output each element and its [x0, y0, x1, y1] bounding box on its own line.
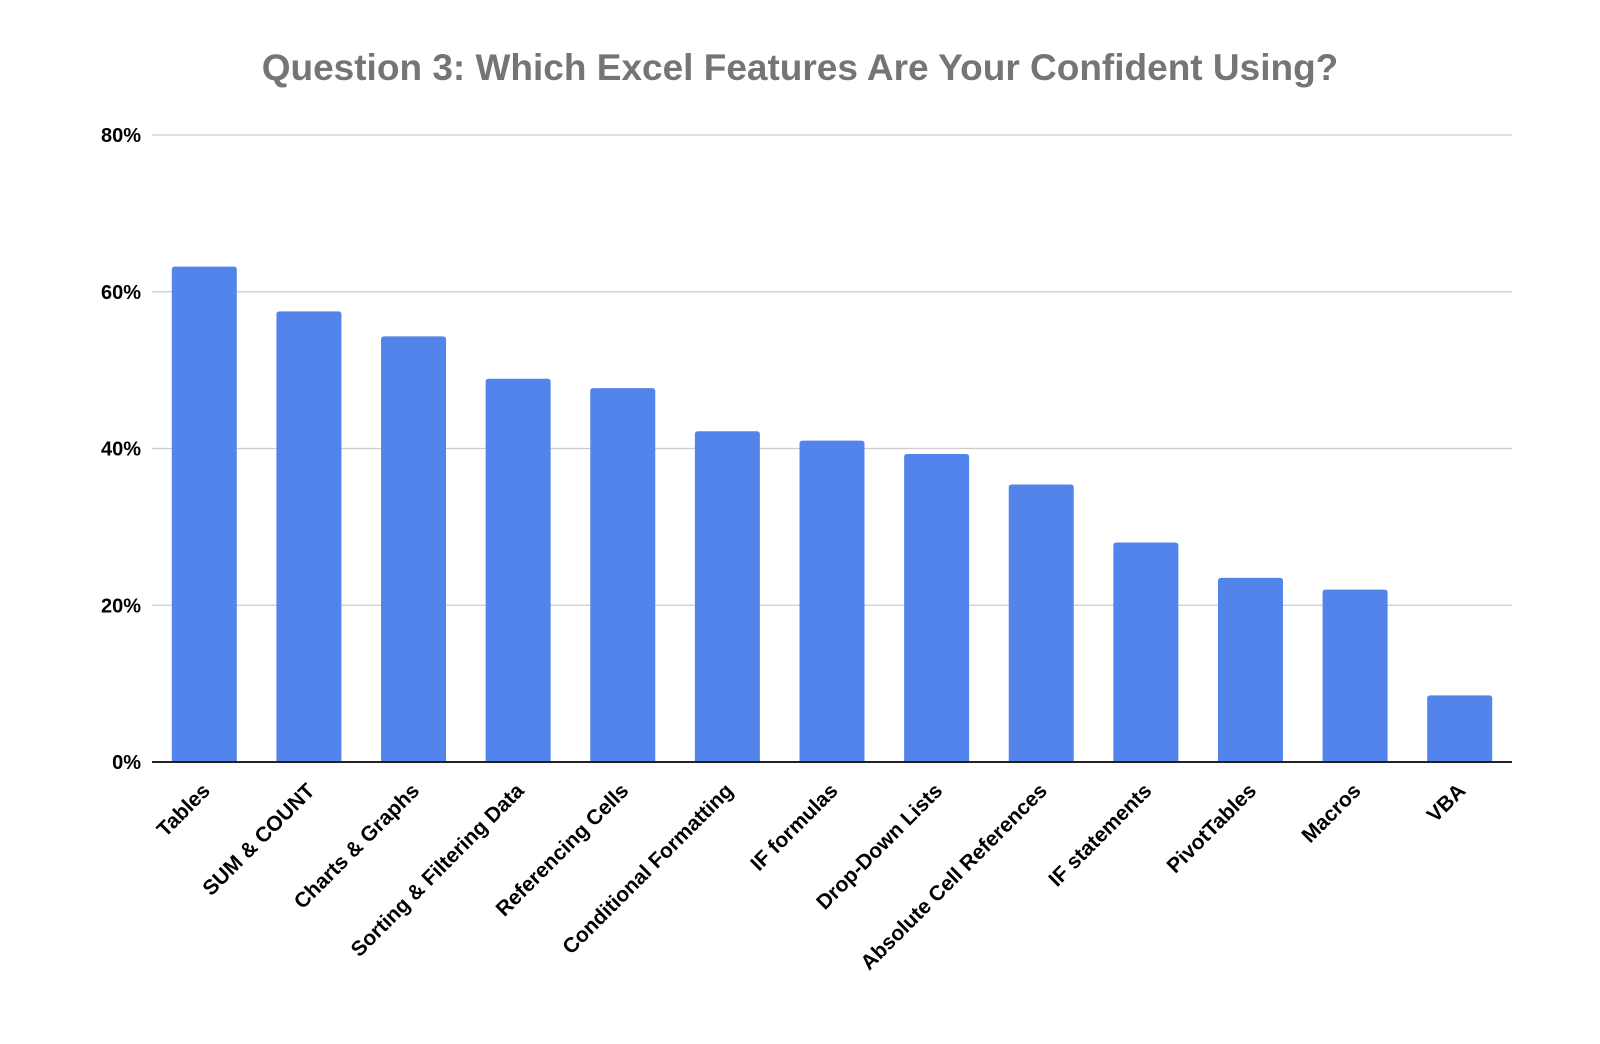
bar-12	[1322, 589, 1388, 762]
y-tick-label: 40%	[101, 439, 141, 461]
bar-5	[590, 388, 656, 762]
bars	[171, 266, 1493, 762]
y-tick-label: 60%	[101, 282, 141, 304]
chart-title: Question 3: Which Excel Features Are You…	[262, 47, 1339, 88]
x-category-label: SUM & COUNT	[198, 779, 319, 900]
y-tick-label: 20%	[101, 595, 141, 617]
bar-11	[1217, 577, 1283, 762]
x-category-label: VBA	[1423, 779, 1471, 827]
y-tick-label: 80%	[101, 125, 141, 147]
bar-2	[276, 311, 342, 762]
x-category-label: Absolute Cell References	[856, 779, 1051, 974]
y-axis-tick-labels: 0% 20% 40% 60% 80%	[101, 125, 141, 774]
x-category-label: Macros	[1297, 779, 1365, 847]
bar-9	[1008, 484, 1074, 762]
bar-10	[1113, 542, 1179, 762]
bar-3	[381, 336, 447, 762]
bar-8	[904, 453, 970, 762]
bar-13	[1427, 695, 1493, 762]
bar-7	[799, 440, 865, 762]
x-category-label: IF formulas	[746, 779, 842, 875]
x-category-label: PivotTables	[1162, 779, 1261, 878]
bar-6	[694, 431, 760, 762]
x-category-label: Sorting & Filtering Data	[347, 779, 529, 961]
x-category-label: IF statements	[1044, 779, 1156, 891]
bar-4	[485, 378, 551, 762]
x-category-label: Tables	[153, 779, 215, 841]
x-category-label: Conditional Formatting	[558, 779, 738, 959]
bar-1	[171, 266, 237, 762]
y-tick-label: 0%	[112, 752, 141, 774]
